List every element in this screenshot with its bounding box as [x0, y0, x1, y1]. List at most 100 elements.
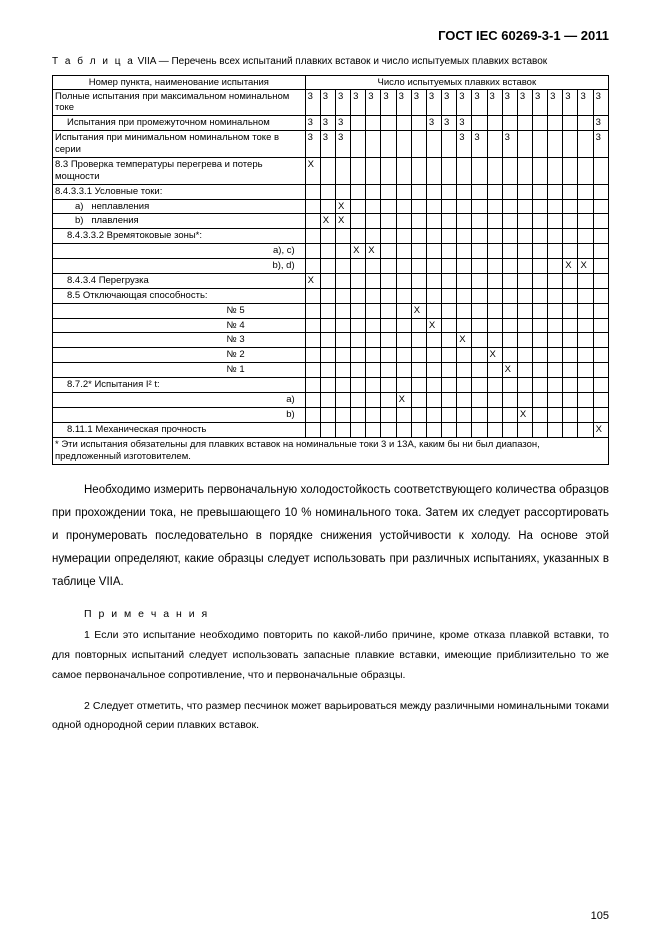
mark-cell: X [487, 348, 502, 363]
table-row: 8.11.1 Механическая прочностьX [53, 422, 609, 437]
mark-cell [517, 157, 532, 184]
mark-cell: X [305, 157, 320, 184]
mark-cell [487, 244, 502, 259]
mark-cell [426, 392, 441, 407]
mark-cell [411, 157, 426, 184]
mark-cell [457, 318, 472, 333]
mark-cell [320, 288, 335, 303]
mark-cell [472, 214, 487, 229]
mark-cell [563, 116, 578, 131]
mark-cell [593, 333, 608, 348]
mark-cell [411, 259, 426, 274]
mark-cell [548, 422, 563, 437]
mark-cell [426, 333, 441, 348]
mark-cell [487, 214, 502, 229]
mark-cell [442, 303, 457, 318]
mark-cell [532, 116, 547, 131]
mark-cell: 3 [320, 131, 335, 158]
mark-cell [396, 157, 411, 184]
mark-cell [442, 259, 457, 274]
mark-cell [517, 116, 532, 131]
mark-cell [517, 229, 532, 244]
mark-cell [578, 348, 593, 363]
mark-cell [351, 363, 366, 378]
mark-cell [305, 184, 320, 199]
mark-cell [320, 244, 335, 259]
mark-cell [563, 422, 578, 437]
mark-cell [411, 199, 426, 214]
mark-cell [305, 303, 320, 318]
mark-cell [472, 199, 487, 214]
mark-cell [426, 229, 441, 244]
mark-cell [457, 392, 472, 407]
notes-heading: П р и м е ч а н и я [52, 608, 609, 620]
mark-cell [593, 392, 608, 407]
mark-cell [517, 348, 532, 363]
mark-cell [366, 348, 381, 363]
mark-cell [426, 303, 441, 318]
mark-cell [320, 422, 335, 437]
mark-cell [457, 157, 472, 184]
mark-cell [335, 348, 350, 363]
table-row: 8.3 Проверка температуры перегрева и пот… [53, 157, 609, 184]
mark-cell [578, 333, 593, 348]
mark-cell [366, 273, 381, 288]
mark-cell [320, 378, 335, 393]
mark-cell [411, 273, 426, 288]
mark-cell [442, 273, 457, 288]
mark-cell [320, 318, 335, 333]
table-row: 8.4.3.3.2 Времятоковые зоны*: [53, 229, 609, 244]
note1: 1 Если это испытание необходимо повторит… [52, 626, 609, 686]
mark-cell: 3 [472, 89, 487, 116]
mark-cell [472, 288, 487, 303]
mark-cell [548, 378, 563, 393]
mark-cell [396, 131, 411, 158]
mark-cell [442, 363, 457, 378]
mark-cell [563, 348, 578, 363]
mark-cell [593, 244, 608, 259]
table-row: № 3X [53, 333, 609, 348]
mark-cell: 3 [457, 89, 472, 116]
mark-cell [472, 422, 487, 437]
mark-cell [351, 259, 366, 274]
mark-cell [320, 392, 335, 407]
table-row: № 2X [53, 348, 609, 363]
mark-cell [548, 333, 563, 348]
mark-cell [517, 259, 532, 274]
mark-cell [381, 131, 396, 158]
mark-cell [502, 407, 517, 422]
mark-cell [366, 131, 381, 158]
mark-cell [381, 407, 396, 422]
mark-cell: 3 [548, 89, 563, 116]
mark-cell [532, 363, 547, 378]
mark-cell [366, 157, 381, 184]
mark-cell [563, 184, 578, 199]
mark-cell: X [335, 199, 350, 214]
mark-cell [457, 303, 472, 318]
table-header-row: Номер пункта, наименование испытания Чис… [53, 75, 609, 89]
mark-cell [335, 259, 350, 274]
mark-cell [472, 348, 487, 363]
mark-cell: X [305, 273, 320, 288]
body-paragraph: Необходимо измерить первоначальную холод… [52, 479, 609, 594]
mark-cell [548, 303, 563, 318]
mark-cell [442, 333, 457, 348]
mark-cell [442, 407, 457, 422]
mark-cell [457, 422, 472, 437]
row-label: Испытания при минимальном номинальном то… [53, 131, 306, 158]
mark-cell [442, 244, 457, 259]
mark-cell [563, 131, 578, 158]
mark-cell: 3 [426, 89, 441, 116]
mark-cell [381, 199, 396, 214]
mark-cell [593, 378, 608, 393]
mark-cell [563, 363, 578, 378]
mark-cell [532, 131, 547, 158]
mark-cell [381, 422, 396, 437]
mark-cell [381, 157, 396, 184]
mark-cell [502, 303, 517, 318]
mark-cell [351, 392, 366, 407]
mark-cell [335, 157, 350, 184]
mark-cell [411, 392, 426, 407]
mark-cell [548, 273, 563, 288]
mark-cell [548, 318, 563, 333]
